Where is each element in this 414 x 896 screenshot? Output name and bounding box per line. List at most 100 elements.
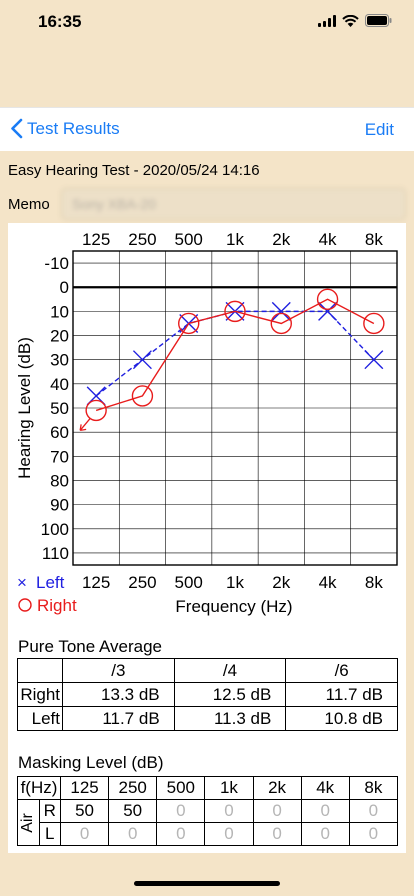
right-series-line: [95, 298, 375, 412]
pta-title: Pure Tone Average: [18, 637, 162, 656]
masking-row-l: L 0 0 0 0 0 0 0: [18, 822, 399, 846]
y-tick-label: 110: [42, 544, 69, 563]
right-point: [178, 312, 200, 335]
masking-freq: 8k: [348, 776, 399, 800]
no-response-arrow: [79, 417, 91, 432]
masking-value[interactable]: 0: [252, 799, 302, 823]
masking-freq: 250: [108, 776, 158, 800]
pta-value: 11.7 dB: [285, 682, 398, 707]
left-series-line: [95, 310, 375, 397]
x-tick-label-bottom: 250: [128, 573, 156, 592]
left-point: [271, 301, 291, 321]
pta-value: 12.5 dB: [173, 682, 287, 707]
pta-value: 11.7 dB: [62, 706, 175, 731]
x-tick-label-top: 2k: [272, 230, 290, 249]
masking-air-label: Air: [17, 799, 40, 846]
masking-row-label: R: [38, 799, 61, 823]
y-tick-label: 90: [50, 496, 69, 515]
x-tick-label-bottom: 8k: [365, 573, 383, 592]
left-point: [364, 350, 384, 370]
pta-header: /3: [62, 658, 175, 683]
masking-value[interactable]: 0: [300, 822, 350, 846]
x-tick-label-bottom: 2k: [272, 573, 290, 592]
pta-corner-cell: [17, 658, 63, 683]
pta-table: /3 /4 /6 Right 13.3 dB 12.5 dB 11.7 dB L…: [17, 658, 398, 731]
status-time: 16:35: [38, 12, 82, 31]
right-point: [85, 399, 107, 422]
results-panel: [8, 223, 406, 853]
pta-header: /6: [285, 658, 398, 683]
masking-freq: 2k: [252, 776, 302, 800]
masking-value[interactable]: 0: [156, 799, 206, 823]
memo-field[interactable]: Sony XBA-20: [61, 188, 406, 220]
status-bar: 16:35: [0, 0, 414, 44]
left-point: [318, 301, 338, 321]
right-point: [270, 312, 292, 335]
pta-header: /4: [173, 658, 287, 683]
legend-left-symbol: ×: [17, 573, 27, 592]
x-tick-label-top: 250: [128, 230, 156, 249]
masking-value[interactable]: 0: [204, 822, 254, 846]
masking-freq: 125: [59, 776, 110, 800]
battery-icon: [365, 14, 392, 27]
legend-right-symbol: [18, 598, 32, 612]
memo-label: Memo: [8, 196, 50, 213]
home-indicator: [134, 881, 280, 886]
x-tick-label-bottom: 1k: [226, 573, 244, 592]
y-tick-label: -10: [44, 254, 69, 273]
x-axis-label: Frequency (Hz): [175, 597, 292, 616]
y-tick-label: 20: [50, 327, 69, 346]
right-point: [363, 312, 385, 335]
pta-row-label: Left: [17, 706, 63, 731]
y-tick-label: 10: [50, 302, 69, 321]
x-tick-label-top: 1k: [226, 230, 244, 249]
masking-value[interactable]: 0: [156, 822, 206, 846]
test-title: Easy Hearing Test - 2020/05/24 14:16: [8, 162, 260, 179]
y-tick-label: 30: [50, 351, 69, 370]
pta-row-left: Left 11.7 dB 11.3 dB 10.8 dB: [17, 706, 398, 731]
air-label-text: Air: [19, 812, 37, 833]
masking-freq: 500: [156, 776, 206, 800]
navigation-bar: Test Results Edit: [0, 107, 414, 151]
y-tick-label: 80: [50, 471, 69, 490]
y-tick-label: 100: [41, 520, 69, 539]
masking-freq: 1k: [204, 776, 254, 800]
legend-left-label: Left: [36, 573, 65, 592]
masking-row-r: Air R 50 50 0 0 0 0 0: [17, 799, 399, 846]
masking-table: f(Hz) 125 250 500 1k 2k 4k 8k Air R 50 5…: [17, 776, 399, 846]
x-tick-label-bottom: 125: [82, 573, 110, 592]
y-tick-label: 0: [60, 278, 69, 297]
right-point: [131, 385, 154, 407]
pta-row-right: Right 13.3 dB 12.5 dB 11.7 dB: [17, 682, 398, 707]
x-tick-label-top: 4k: [319, 230, 337, 249]
masking-freq-header: f(Hz): [17, 776, 61, 800]
masking-value[interactable]: 0: [252, 822, 302, 846]
masking-value[interactable]: 0: [204, 799, 254, 823]
y-tick-label: 50: [50, 399, 69, 418]
masking-value[interactable]: 0: [59, 822, 110, 846]
back-button-label: Test Results: [27, 118, 120, 138]
left-point: [132, 350, 152, 370]
pta-value: 11.3 dB: [173, 706, 287, 731]
edit-button[interactable]: Edit: [364, 120, 394, 139]
x-tick-label-top: 8k: [365, 230, 383, 249]
wifi-icon: [342, 14, 359, 27]
back-button[interactable]: Test Results: [10, 118, 120, 139]
masking-value[interactable]: 0: [348, 822, 399, 846]
masking-value[interactable]: 0: [348, 799, 399, 823]
pta-value: 13.3 dB: [62, 682, 175, 707]
legend-right-label: Right: [37, 596, 77, 615]
chevron-left-icon: [11, 118, 23, 139]
x-tick-label-bottom: 4k: [319, 573, 337, 592]
masking-value[interactable]: 50: [108, 799, 158, 823]
masking-value[interactable]: 0: [300, 799, 350, 823]
y-tick-label: 70: [50, 447, 69, 466]
masking-value[interactable]: 50: [59, 799, 110, 823]
y-axis-label: Hearing Level (dB): [15, 337, 34, 479]
x-tick-label-top: 125: [82, 230, 110, 249]
masking-freq: 4k: [300, 776, 350, 800]
masking-value[interactable]: 0: [108, 822, 158, 846]
signal-icon: [318, 14, 336, 27]
pta-row-label: Right: [17, 682, 63, 707]
audiogram-chart: -10 0 10 20 30 40 50 60 70 80 90 100 110 125 125 250 250…: [15, 230, 398, 616]
